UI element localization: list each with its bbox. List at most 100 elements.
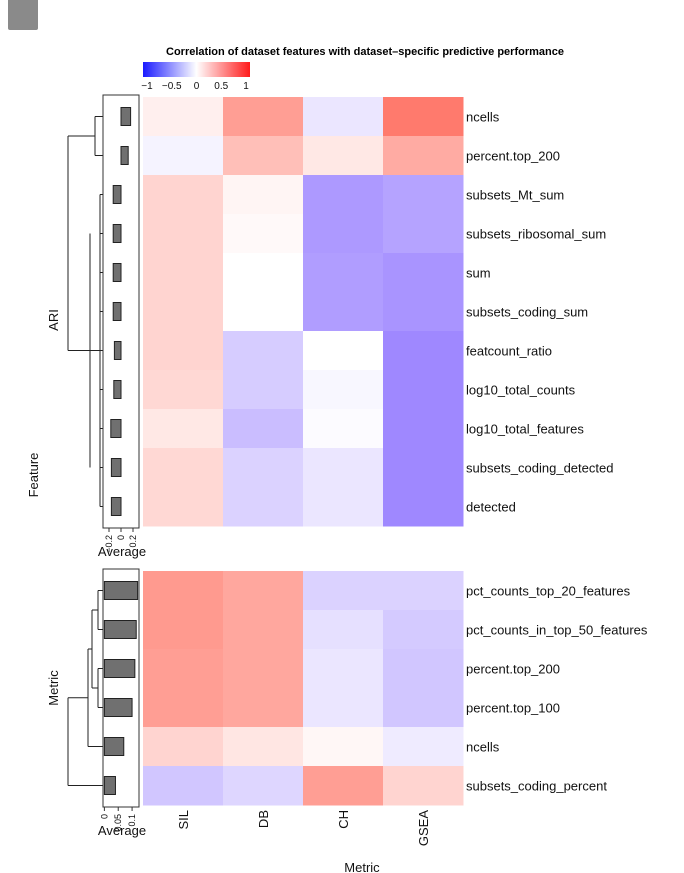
heatmap-cell bbox=[303, 688, 384, 728]
heatmap-cell bbox=[383, 253, 464, 293]
x-axis-title: Metric bbox=[344, 860, 380, 873]
heatmap-cell bbox=[383, 688, 464, 728]
column-label: DB bbox=[256, 810, 271, 828]
row-label: subsets_coding_detected bbox=[466, 461, 613, 476]
heatmap-cell bbox=[303, 766, 384, 806]
legend-tick-label: −1 bbox=[141, 81, 153, 92]
dendrograms bbox=[67, 116, 103, 786]
average-bar bbox=[112, 185, 122, 204]
row-label: subsets_coding_sum bbox=[466, 305, 588, 320]
average-axis-tick-label: 0.1 bbox=[127, 814, 137, 827]
heatmap-cell bbox=[383, 214, 464, 254]
column-label: SIL bbox=[176, 810, 191, 830]
row-label: subsets_coding_percent bbox=[466, 779, 607, 794]
heatmap-cell bbox=[223, 571, 304, 611]
heatmap-cell bbox=[143, 370, 224, 410]
row-label: ncells bbox=[466, 740, 500, 755]
heatmap-cell bbox=[143, 409, 224, 449]
row-label: percent.top_100 bbox=[466, 701, 560, 716]
row-label: percent.top_200 bbox=[466, 662, 560, 677]
average-bar bbox=[120, 146, 129, 165]
legend-tick-label: 1 bbox=[243, 81, 249, 92]
heatmap-cell bbox=[143, 97, 224, 137]
average-axis-tick-label: 0 bbox=[99, 814, 109, 819]
column-label: GSEA bbox=[416, 810, 431, 846]
average-axis-tick-label: 0.05 bbox=[113, 814, 123, 832]
row-label: featcount_ratio bbox=[466, 344, 552, 359]
panel-letter-badge bbox=[8, 0, 38, 30]
y-axis-title-feature: Feature bbox=[26, 453, 41, 498]
heatmap-cell bbox=[383, 292, 464, 332]
heatmap-cell bbox=[223, 448, 304, 488]
panel-title-ari: ARI bbox=[46, 309, 61, 331]
average-bar bbox=[120, 107, 132, 126]
heatmap-cell bbox=[383, 175, 464, 215]
heatmap-cell bbox=[383, 487, 464, 527]
legend-tick-label: 0.5 bbox=[214, 81, 228, 92]
heatmap-cell bbox=[223, 136, 304, 176]
heatmap-cell bbox=[383, 331, 464, 371]
average-bar bbox=[103, 698, 133, 717]
row-label: sum bbox=[466, 266, 491, 281]
color-legend-bar bbox=[143, 62, 250, 77]
row-label: pct_counts_in_top_50_features bbox=[466, 623, 648, 638]
heatmap-cell bbox=[143, 766, 224, 806]
heatmap-cell bbox=[303, 175, 384, 215]
average-bar bbox=[112, 302, 122, 321]
heatmap-cell bbox=[143, 253, 224, 293]
heatmap-cell bbox=[383, 370, 464, 410]
heatmap-cell bbox=[383, 610, 464, 650]
panel-title-metric: Metric bbox=[46, 670, 61, 706]
heatmap-cell bbox=[383, 97, 464, 137]
heatmap-cell bbox=[143, 448, 224, 488]
row-label: log10_total_counts bbox=[466, 383, 576, 398]
heatmap-cell bbox=[383, 448, 464, 488]
heatmap-cell bbox=[303, 253, 384, 293]
average-bar bbox=[110, 458, 122, 477]
heatmap-cell bbox=[383, 136, 464, 176]
heatmap-cell bbox=[143, 175, 224, 215]
heatmap-cell bbox=[223, 331, 304, 371]
heatmap-cell bbox=[223, 370, 304, 410]
heatmap-cell bbox=[143, 487, 224, 527]
heatmap-cell bbox=[143, 610, 224, 650]
average-bar bbox=[112, 224, 122, 243]
heatmap-cell bbox=[223, 214, 304, 254]
heatmap-cells bbox=[143, 97, 464, 806]
row-label: subsets_ribosomal_sum bbox=[466, 227, 606, 242]
average-axis-label: Average bbox=[98, 544, 146, 559]
average-bar bbox=[113, 380, 122, 399]
row-label: log10_total_features bbox=[466, 422, 584, 437]
heatmap-cell bbox=[383, 727, 464, 767]
heatmap-cell bbox=[383, 571, 464, 611]
heatmap-cell bbox=[143, 331, 224, 371]
heatmap-cell bbox=[223, 610, 304, 650]
row-label: percent.top_200 bbox=[466, 149, 560, 164]
color-legend-ticks: −1 −0.5 0 0.5 1 bbox=[141, 81, 249, 92]
heatmap-cell bbox=[223, 292, 304, 332]
column-labels: SIL DB CH GSEA bbox=[176, 810, 431, 846]
row-label: subsets_Mt_sum bbox=[466, 188, 564, 203]
legend-tick-label: 0 bbox=[194, 81, 200, 92]
average-axis-tick-label: −0.2 bbox=[104, 535, 114, 553]
heatmap-cell bbox=[143, 292, 224, 332]
heatmap-cell bbox=[143, 136, 224, 176]
heatmap-cell bbox=[303, 136, 384, 176]
heatmap-cell bbox=[223, 649, 304, 689]
average-bar bbox=[110, 497, 122, 516]
heatmap-cell bbox=[383, 766, 464, 806]
row-label: detected bbox=[466, 500, 516, 515]
average-panel-frame bbox=[102, 568, 140, 808]
heatmap-cell bbox=[303, 292, 384, 332]
heatmap-cell bbox=[383, 649, 464, 689]
average-bar bbox=[103, 737, 125, 756]
heatmap-cell bbox=[303, 571, 384, 611]
average-axis-label: Average bbox=[98, 823, 146, 838]
heatmap-cell bbox=[223, 409, 304, 449]
heatmap-cell bbox=[303, 214, 384, 254]
row-label: pct_counts_top_20_features bbox=[466, 584, 631, 599]
heatmap-cell bbox=[143, 649, 224, 689]
heatmap-cell bbox=[383, 409, 464, 449]
